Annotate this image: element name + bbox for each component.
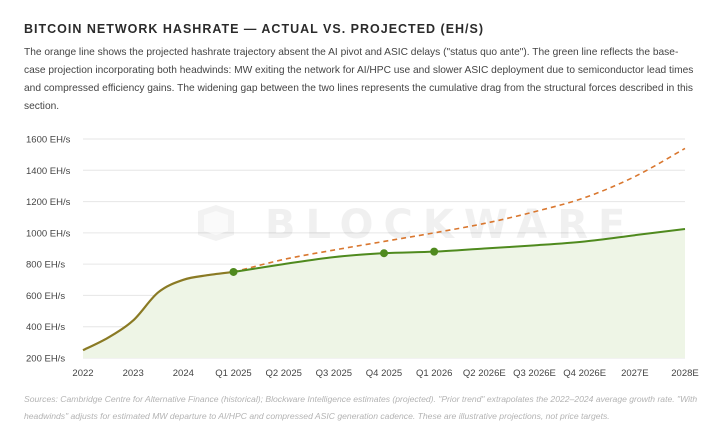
series-lines <box>82 147 686 352</box>
x-tick-label: Q3 2026E <box>513 368 556 379</box>
y-tick-label: 1400 EH/s <box>26 166 71 177</box>
y-tick-label: 400 EH/s <box>26 322 65 333</box>
chart-description: The orange line shows the projected hash… <box>24 47 694 112</box>
x-tick-label: Q4 2026E <box>563 368 606 379</box>
x-tick-label: 2022 <box>72 368 93 379</box>
x-tick-label: Q1 2025 <box>215 368 251 379</box>
headwinds-area <box>83 228 685 358</box>
x-tick-label: 2027E <box>621 368 648 379</box>
data-point-marker <box>229 267 238 276</box>
y-tick-label: 800 EH/s <box>26 260 65 271</box>
x-tick-label: 2028E <box>671 368 698 379</box>
historical-line <box>82 270 234 352</box>
x-tick-label: 2023 <box>123 368 144 379</box>
x-axis-ticks: 2022 2023 2024 Q1 2025 Q2 2025 Q3 2025 Q4 2025… <box>72 368 698 379</box>
watermark-text: BLOCKWARE <box>265 202 635 248</box>
source-note: Sources: Cambridge Centre for Alternativ… <box>24 394 698 421</box>
watermark-logo-icon <box>198 205 234 241</box>
data-point-marker <box>380 249 388 258</box>
markers <box>229 247 439 276</box>
headwinds-line <box>233 227 686 273</box>
x-tick-label: Q1 2026 <box>416 368 452 379</box>
x-tick-label: Q4 2025 <box>366 368 402 379</box>
x-tick-label: 2024 <box>173 368 194 379</box>
x-tick-label: Q3 2025 <box>316 368 352 379</box>
y-tick-label: 1200 EH/s <box>26 197 71 208</box>
y-tick-label: 200 EH/s <box>26 354 65 365</box>
data-point-marker <box>430 247 439 256</box>
x-tick-label: Q2 2025 <box>265 368 301 379</box>
watermark: BLOCKWARE <box>198 202 635 248</box>
x-tick-label: Q2 2026E <box>463 368 506 379</box>
y-tick-label: 600 EH/s <box>26 291 65 302</box>
y-tick-label: 1600 EH/s <box>26 135 71 146</box>
headwinds-area-fill <box>83 228 685 358</box>
y-axis-ticks: 200 EH/s 400 EH/s 600 EH/s 800 EH/s 1000 EH/… <box>26 135 71 365</box>
y-tick-label: 1000 EH/s <box>26 228 71 239</box>
chart-title: BITCOIN NETWORK HASHRATE — ACTUAL VS. PR… <box>24 22 485 36</box>
hashrate-chart: BLOCKWARE 200 EH/s 400 EH/s 600 EH/s 800 EH… <box>26 135 699 380</box>
